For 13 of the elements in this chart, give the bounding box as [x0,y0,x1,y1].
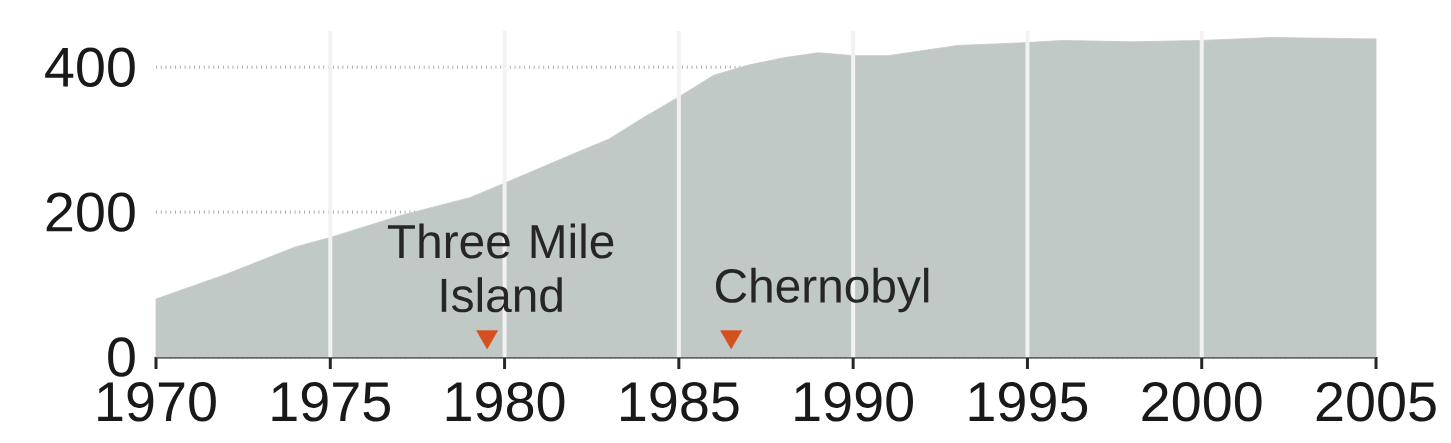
x-tick-label: 1995 [969,382,1088,422]
x-tick-label: 1970 [98,382,216,422]
y-tick-label: 200 [46,192,135,232]
x-tick-label: 1990 [795,382,913,422]
x-tick-label: 1975 [272,382,390,422]
y-tick-label: 400 [45,47,135,87]
y-tick-label: 0 [108,337,135,377]
x-tick-label: 1985 [621,382,739,422]
x-tick-label: 2005 [1316,382,1436,422]
annotation: Chernobyl [715,267,929,313]
x-tick-label: 2000 [1142,382,1262,422]
x-tick-label: 1980 [446,382,565,422]
annotation: Three Mile Island [387,223,614,313]
